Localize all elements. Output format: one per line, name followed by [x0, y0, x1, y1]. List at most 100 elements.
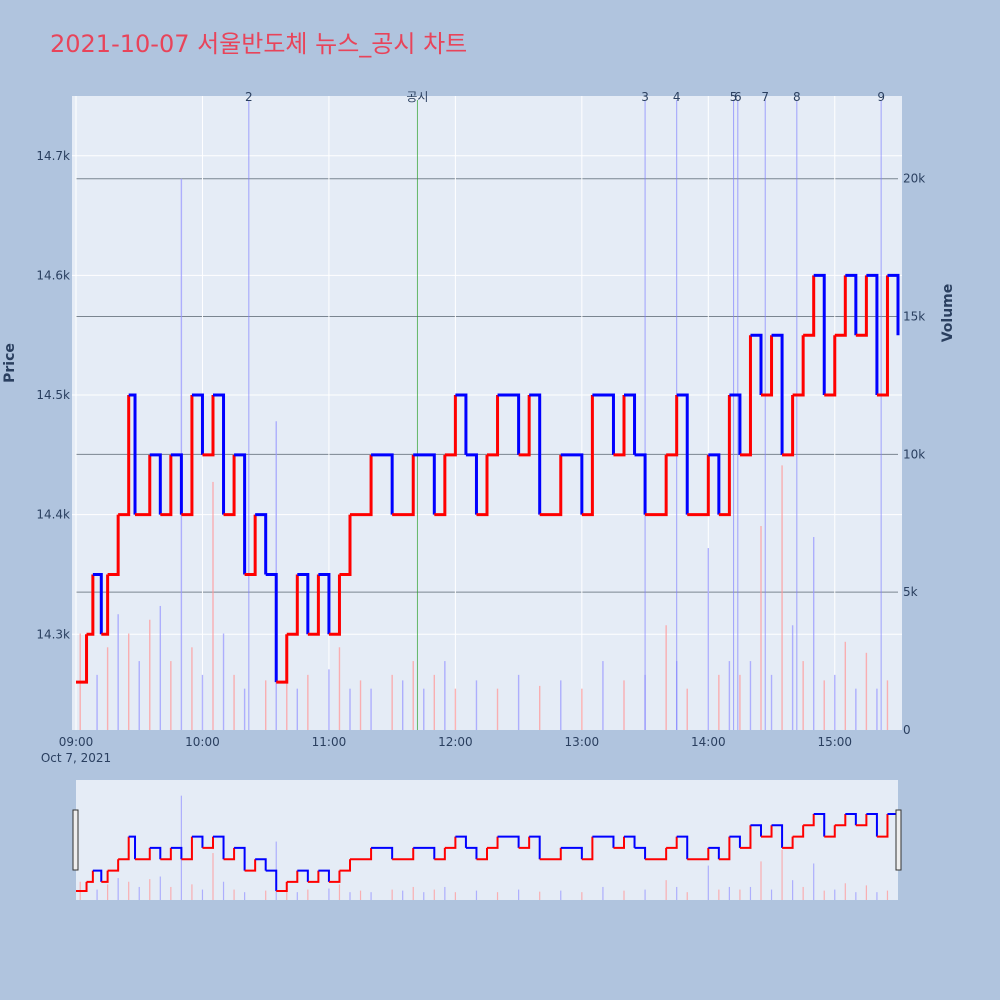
price-segment	[135, 847, 151, 861]
rangeslider-volume-bar	[728, 886, 730, 900]
rangeslider-volume-bar	[539, 891, 541, 900]
volume-bar	[707, 548, 710, 730]
price-segment	[750, 824, 762, 837]
y2-tick-label: 5k	[903, 585, 918, 599]
price-segment	[718, 836, 731, 861]
price-segment	[434, 847, 446, 861]
price-segment	[160, 847, 172, 861]
price-segment	[286, 574, 299, 636]
volume-bar	[844, 641, 847, 730]
price-segment	[624, 393, 637, 455]
rangeslider-volume-bar	[560, 890, 562, 900]
volume-bar	[718, 674, 720, 730]
volume-bar	[760, 526, 762, 730]
volume-bar	[749, 661, 752, 730]
rangeslider-volume-bar	[707, 865, 709, 900]
price-segment	[529, 393, 542, 515]
volume-bar	[781, 465, 783, 730]
x-tick-label: 15:00	[817, 735, 852, 749]
price-segment	[339, 514, 352, 576]
rangeslider-volume-bar	[823, 890, 825, 900]
rangeslider-volume-bar	[802, 886, 804, 900]
rangeslider-volume-bar	[665, 880, 667, 900]
price-segment	[265, 572, 278, 683]
y-tick-label: 14.3k	[36, 627, 70, 641]
rangeslider-volume-bar	[159, 876, 161, 900]
price-segment	[101, 870, 109, 883]
price-segment	[645, 847, 668, 861]
volume-bar	[96, 674, 98, 730]
price-segment	[86, 574, 95, 636]
volume-bar	[127, 633, 130, 730]
price-segment	[234, 453, 247, 575]
price-segment	[834, 275, 847, 337]
price-segment	[318, 572, 331, 635]
volume-bar	[865, 652, 868, 730]
price-segment	[234, 846, 246, 871]
volume-bar	[855, 688, 857, 730]
price-segment	[128, 393, 137, 515]
price-segment	[855, 275, 868, 337]
rangeslider-volume-bar	[496, 892, 499, 900]
price-segment	[191, 835, 204, 848]
price-segment	[771, 333, 784, 455]
price-segment	[813, 273, 826, 396]
price-segment	[771, 824, 784, 848]
price-segment	[497, 393, 521, 455]
rangeslider-volume-bar	[117, 878, 119, 900]
volume-bar	[454, 688, 457, 730]
price-segment	[255, 513, 268, 575]
rangeslider-volume-bar	[739, 889, 741, 900]
y-tick-label: 14.4k	[36, 508, 70, 522]
y2-tick-label: 15k	[903, 310, 925, 324]
x-tick-label: 12:00	[438, 735, 473, 749]
volume-bar	[412, 661, 414, 730]
price-segment	[202, 836, 214, 849]
price-segment	[581, 395, 594, 517]
rangeslider-volume-bar	[718, 889, 720, 900]
price-segment	[560, 453, 584, 515]
price-segment	[792, 825, 805, 838]
y-axis-title: Price	[2, 343, 18, 383]
rangeslider-volume-bar	[792, 880, 794, 900]
price-segment	[876, 813, 889, 838]
annotation-label: 8	[793, 90, 801, 104]
price-segment	[92, 869, 103, 882]
volume-bar	[159, 605, 162, 730]
price-segment	[803, 813, 815, 827]
volume-bar	[338, 647, 341, 730]
rangeslider-volume-bar	[423, 892, 425, 900]
volume-bar	[823, 680, 825, 730]
volume-bar	[834, 674, 836, 730]
price-segment	[792, 335, 805, 397]
volume-bar	[106, 647, 109, 730]
rangeslider-volume-bar	[623, 890, 625, 900]
price-segment	[813, 812, 826, 837]
annotation-label: 9	[877, 90, 885, 104]
price-segment	[149, 846, 162, 860]
rangeslider-handle-right[interactable]	[895, 809, 902, 871]
rangeslider-handle-left[interactable]	[72, 809, 79, 871]
x-tick-label: 10:00	[185, 735, 220, 749]
price-segment	[307, 574, 320, 636]
rangeslider-volume-bar	[359, 890, 362, 900]
price-segment	[613, 395, 626, 457]
rangeslider-volume-bar	[138, 886, 140, 900]
annotation-label: 2	[245, 90, 253, 104]
volume-bar	[686, 688, 688, 730]
price-segment	[845, 812, 857, 826]
price-segment	[76, 634, 89, 684]
annotation-label: 3	[641, 90, 649, 104]
volume-bar	[296, 688, 299, 730]
price-segment	[487, 395, 500, 457]
volume-bar	[739, 674, 741, 730]
rangeslider-volume-bar	[201, 889, 204, 900]
price-segment	[666, 836, 678, 849]
rangeslider-volume-bar	[286, 890, 288, 900]
volume-bar	[886, 680, 889, 730]
annotation-label: 공시	[406, 90, 428, 104]
rangeslider-volume-bar	[265, 890, 267, 900]
price-segment	[539, 847, 562, 861]
price-segment	[297, 572, 310, 635]
